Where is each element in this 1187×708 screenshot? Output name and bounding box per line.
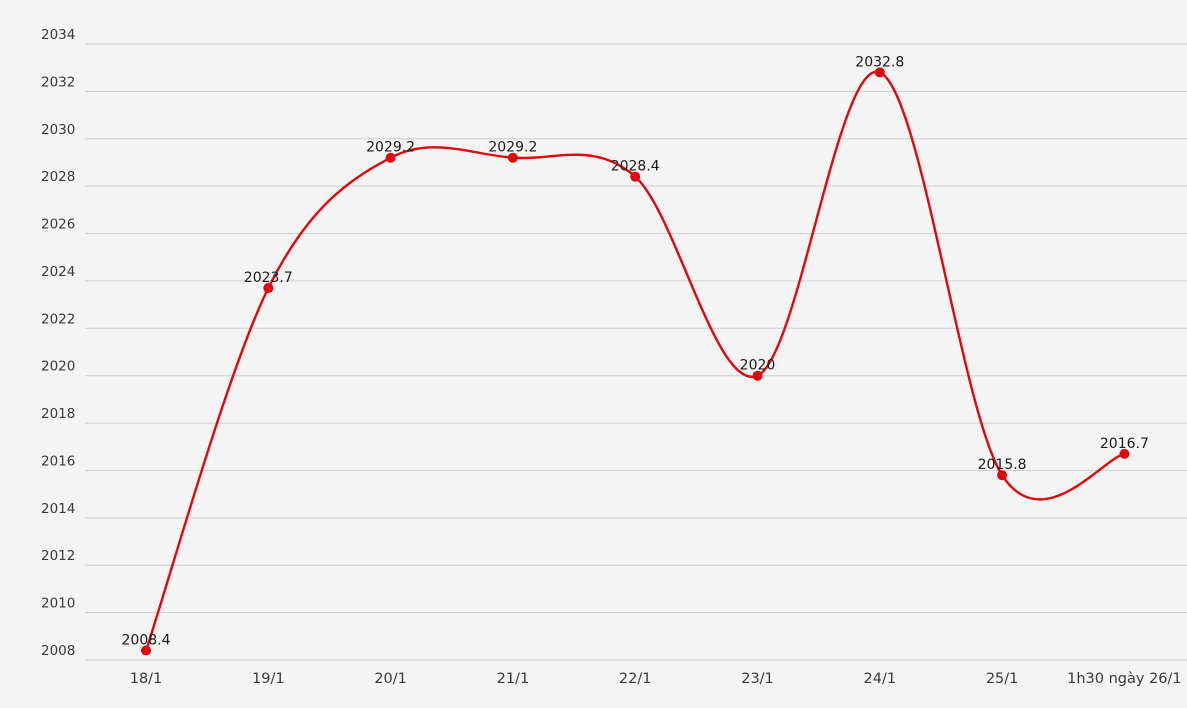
data-point <box>630 171 641 182</box>
data-point <box>1119 448 1130 459</box>
y-tick-label: 2030 <box>41 122 75 138</box>
x-tick-label: 21/1 <box>497 671 530 687</box>
y-tick-label: 2016 <box>41 453 75 469</box>
data-point <box>874 67 885 78</box>
x-tick-label: 23/1 <box>741 671 774 687</box>
x-tick-label: 1h30 ngày 26/1 <box>1067 671 1182 687</box>
y-tick-label: 2020 <box>41 359 75 375</box>
x-tick-label: 18/1 <box>130 671 163 687</box>
x-tick-label: 24/1 <box>864 671 897 687</box>
y-tick-label: 2028 <box>41 169 75 185</box>
data-label: 2029.2 <box>488 140 537 156</box>
data-point <box>997 470 1008 481</box>
data-label: 2008.4 <box>122 633 171 649</box>
data-point <box>507 152 518 163</box>
x-tick-label: 19/1 <box>252 671 285 687</box>
data-label: 2029.2 <box>366 140 415 156</box>
data-point <box>263 283 274 294</box>
data-label: 2015.8 <box>978 457 1027 473</box>
y-tick-label: 2032 <box>41 74 75 90</box>
y-tick-label: 2012 <box>41 548 75 564</box>
y-tick-label: 2022 <box>41 311 75 327</box>
y-tick-label: 2034 <box>41 27 75 43</box>
data-label: 2032.8 <box>855 54 904 70</box>
data-label: 2028.4 <box>611 159 660 175</box>
y-tick-label: 2010 <box>41 596 75 612</box>
y-tick-label: 2008 <box>41 643 75 659</box>
series-line <box>144 71 1125 651</box>
y-tick-label: 2014 <box>41 501 75 517</box>
data-point <box>752 370 763 381</box>
data-point <box>385 152 396 163</box>
y-tick-label: 2024 <box>41 264 75 280</box>
y-tick-label: 2026 <box>41 217 75 233</box>
data-label: 2023.7 <box>244 270 293 286</box>
x-tick-label: 22/1 <box>619 671 652 687</box>
data-label: 2016.7 <box>1100 436 1149 452</box>
x-tick-label: 20/1 <box>374 671 407 687</box>
data-point <box>141 645 151 656</box>
data-label: 2020 <box>740 358 776 374</box>
y-tick-label: 2018 <box>41 406 75 422</box>
x-tick-label: 25/1 <box>986 671 1019 687</box>
